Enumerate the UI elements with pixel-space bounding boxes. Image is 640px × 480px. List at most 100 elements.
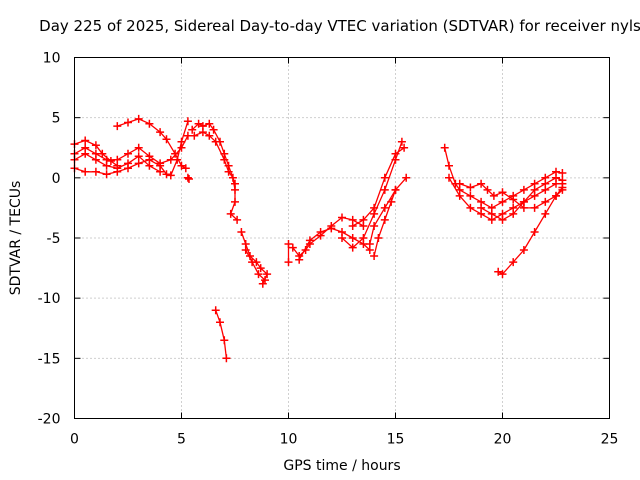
series-arc19 xyxy=(370,185,400,260)
y-tick-label: -10 xyxy=(38,291,61,307)
data-point xyxy=(224,167,233,176)
data-point xyxy=(91,155,100,164)
data-point xyxy=(183,117,192,126)
data-point xyxy=(455,191,464,200)
data-point xyxy=(509,209,518,218)
series-arc11 xyxy=(237,228,272,288)
data-point xyxy=(226,209,235,218)
data-point xyxy=(102,161,111,170)
data-point xyxy=(166,171,175,180)
data-point xyxy=(370,222,379,230)
data-point xyxy=(327,224,336,233)
series-trace xyxy=(352,147,405,227)
data-point xyxy=(222,354,231,363)
data-point xyxy=(188,125,197,134)
data-point xyxy=(284,240,293,248)
data-point xyxy=(181,164,190,173)
series-arc6 xyxy=(166,117,192,180)
data-point xyxy=(91,141,100,150)
x-tick-label: 15 xyxy=(387,432,405,448)
data-point xyxy=(316,228,325,236)
data-point xyxy=(228,173,237,182)
series-trace xyxy=(298,227,371,261)
data-point xyxy=(455,179,464,188)
data-point xyxy=(185,175,193,183)
data-point xyxy=(81,167,90,176)
data-point xyxy=(509,195,518,204)
x-tick-label: 10 xyxy=(280,432,298,448)
data-point xyxy=(211,137,220,146)
data-point xyxy=(558,169,567,177)
data-point xyxy=(156,161,165,170)
series-arc4 xyxy=(70,136,122,170)
y-tick-label: 10 xyxy=(43,51,61,67)
data-point xyxy=(145,119,154,128)
data-point xyxy=(494,267,503,276)
data-point xyxy=(198,128,207,137)
data-point xyxy=(359,234,368,242)
data-point xyxy=(466,183,475,192)
data-point xyxy=(477,179,486,188)
data-point xyxy=(190,131,199,140)
data-point xyxy=(519,197,528,206)
data-point xyxy=(256,264,265,273)
series-arc8 xyxy=(188,119,242,224)
series-arc7 xyxy=(183,173,193,183)
data-point xyxy=(519,185,528,194)
series-trace xyxy=(73,159,168,175)
data-point xyxy=(509,258,518,267)
data-point xyxy=(106,157,115,165)
data-point xyxy=(237,228,246,236)
data-point xyxy=(177,137,186,146)
x-tick-label: 0 xyxy=(70,432,79,448)
data-point xyxy=(113,161,122,170)
series-trace xyxy=(170,120,189,177)
data-point xyxy=(231,197,239,206)
data-point xyxy=(380,173,389,182)
series-trace xyxy=(497,186,564,275)
series-arc1 xyxy=(70,131,192,168)
data-point xyxy=(391,185,400,194)
data-point xyxy=(81,136,90,145)
data-point xyxy=(365,240,374,248)
data-point xyxy=(209,125,218,134)
data-point xyxy=(530,191,539,200)
series-arc22 xyxy=(455,179,567,212)
x-tick-label: 25 xyxy=(601,432,619,448)
data-point xyxy=(374,234,383,242)
data-point xyxy=(391,149,400,158)
data-point xyxy=(134,143,143,152)
series-arc10 xyxy=(211,306,231,363)
data-point xyxy=(288,243,297,252)
data-point xyxy=(173,155,182,164)
data-point xyxy=(338,234,346,242)
data-point xyxy=(530,203,539,212)
data-point xyxy=(387,197,396,206)
data-point xyxy=(530,228,539,236)
series-trace xyxy=(73,135,189,165)
series-trace xyxy=(448,177,564,221)
data-point xyxy=(171,149,180,158)
x-tick-label: 20 xyxy=(494,432,512,448)
data-point xyxy=(156,128,165,137)
data-point xyxy=(124,149,132,158)
data-point xyxy=(552,191,560,200)
data-point xyxy=(558,183,567,192)
data-point xyxy=(102,170,111,179)
data-point xyxy=(541,185,550,194)
data-point xyxy=(205,131,214,140)
series-arc9 xyxy=(190,128,239,194)
data-point xyxy=(134,152,143,161)
data-point xyxy=(370,252,379,260)
data-point xyxy=(124,118,132,127)
data-point xyxy=(211,306,220,315)
data-point xyxy=(254,270,263,279)
series-arc5 xyxy=(113,114,190,173)
data-point xyxy=(295,255,304,264)
data-point xyxy=(487,209,496,218)
data-point xyxy=(194,119,203,128)
data-point xyxy=(440,143,449,152)
data-point xyxy=(241,246,250,254)
data-point xyxy=(445,173,453,182)
